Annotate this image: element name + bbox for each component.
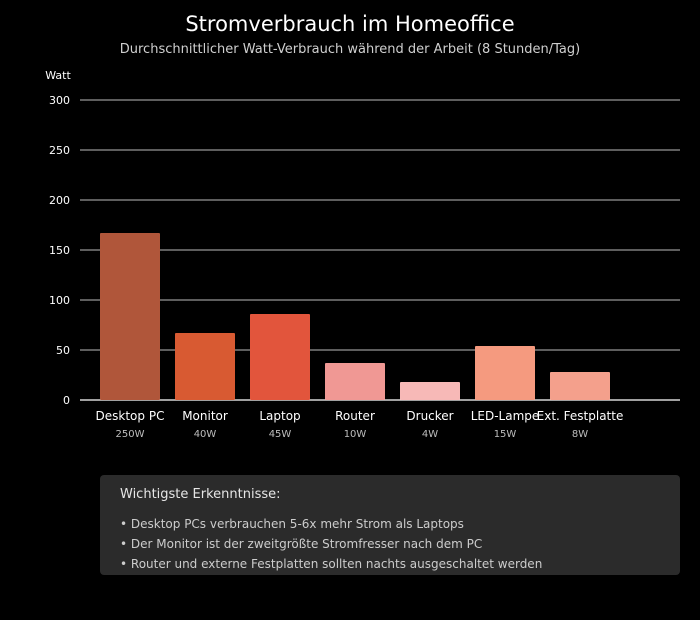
x-tick-label: Router	[335, 409, 375, 423]
x-tick-label: Drucker	[406, 409, 453, 423]
y-tick-label: 200	[49, 194, 70, 207]
x-tick-sublabel: 15W	[494, 429, 517, 440]
bar	[250, 314, 310, 400]
y-tick-label: 0	[63, 394, 70, 407]
x-tick-sublabel: 250W	[116, 429, 145, 440]
insight-item: • Der Monitor ist der zweitgrößte Stromf…	[120, 537, 483, 551]
y-tick-label: 300	[49, 94, 70, 107]
y-axis-label: Watt	[45, 69, 71, 82]
x-tick-label: Ext. Festplatte	[537, 409, 624, 423]
x-tick-sublabel: 4W	[422, 429, 438, 440]
x-tick-sublabel: 8W	[572, 429, 588, 440]
x-tick-sublabel: 10W	[344, 429, 367, 440]
y-tick-label: 250	[49, 144, 70, 157]
x-tick-label: Laptop	[259, 409, 300, 423]
chart-subtitle: Durchschnittlicher Watt-Verbrauch währen…	[119, 42, 581, 57]
y-tick-label: 150	[49, 244, 70, 257]
bar	[325, 363, 385, 400]
x-tick-label: LED-Lampe	[471, 409, 540, 423]
x-tick-label: Monitor	[182, 409, 228, 423]
x-tick-sublabel: 40W	[194, 429, 217, 440]
insight-item: • Router und externe Festplatten sollten…	[120, 557, 543, 571]
y-tick-label: 100	[49, 294, 70, 307]
bar-chart: Watt 0 50 100 150 200 250 300 Desktop PC 250W Moni…	[45, 69, 680, 440]
bar	[100, 233, 160, 400]
insights-title: Wichtigste Erkenntnisse:	[120, 487, 281, 502]
bar	[550, 372, 610, 400]
insights-panel: Wichtigste Erkenntnisse: • Desktop PCs v…	[100, 475, 680, 575]
chart-title: Stromverbrauch im Homeoffice	[185, 12, 515, 36]
bar	[475, 346, 535, 400]
insight-item: • Desktop PCs verbrauchen 5-6x mehr Stro…	[120, 517, 464, 531]
x-tick-label: Desktop PC	[96, 409, 165, 423]
x-tick-sublabel: 45W	[269, 429, 292, 440]
bar	[175, 333, 235, 400]
y-tick-label: 50	[56, 344, 70, 357]
bar	[400, 382, 460, 400]
